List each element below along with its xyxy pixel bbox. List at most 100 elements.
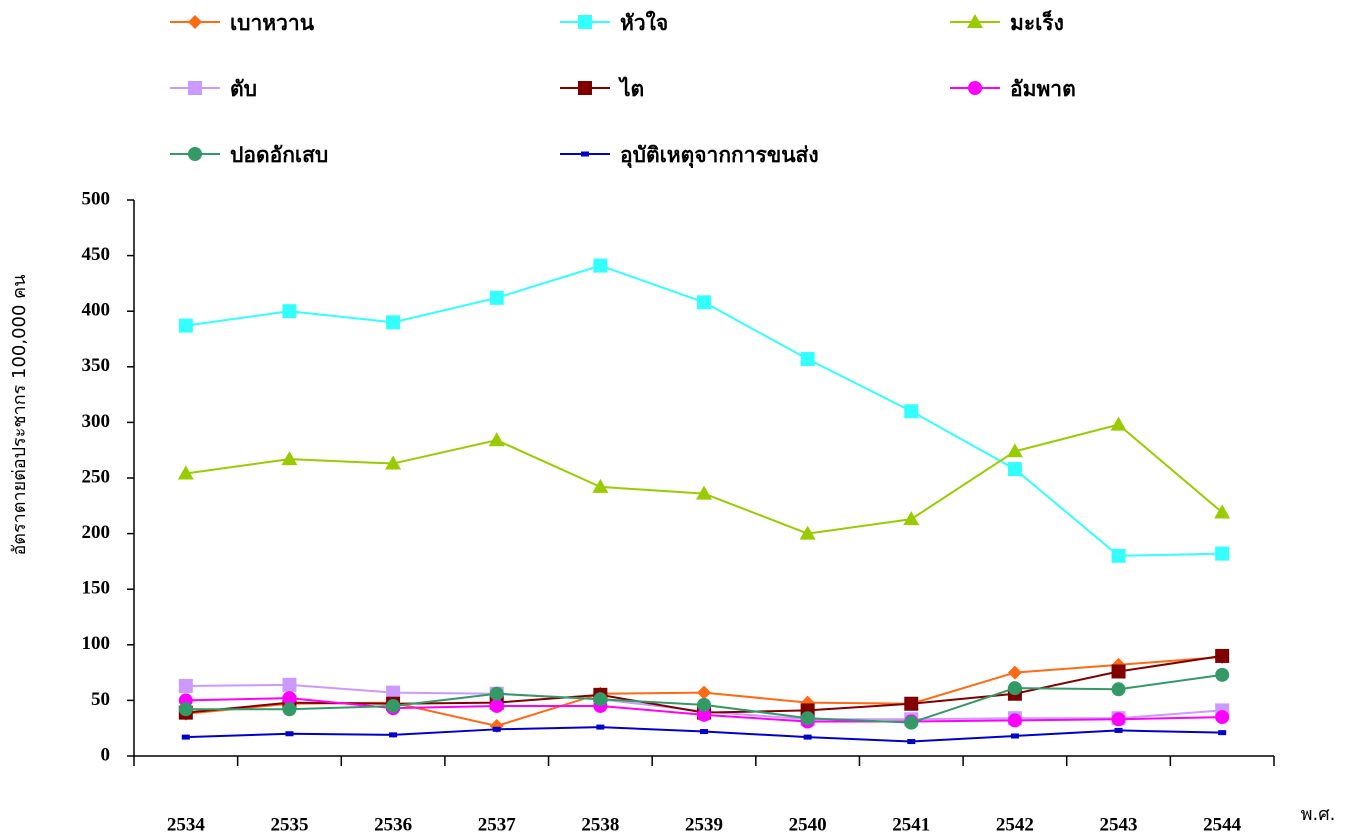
point <box>593 692 608 707</box>
point <box>281 451 298 466</box>
point <box>386 315 401 330</box>
point <box>1111 664 1126 679</box>
point <box>1007 713 1022 728</box>
point <box>178 702 193 717</box>
point <box>282 677 297 692</box>
y-tick-label: 200 <box>82 522 111 543</box>
point <box>904 715 919 730</box>
x-tick-label: 2537 <box>478 814 517 833</box>
legend-marker <box>578 15 592 29</box>
point <box>697 295 711 310</box>
point <box>1215 546 1230 561</box>
point <box>389 732 398 738</box>
x-tick-label: 2535 <box>270 814 308 833</box>
point <box>1111 682 1126 697</box>
point <box>1215 667 1230 682</box>
legend-marker <box>188 147 202 161</box>
point <box>904 696 919 711</box>
point <box>1114 727 1123 733</box>
y-axis-label: อัตราตายต่อประชากร 100,000 คน <box>9 275 30 556</box>
point <box>385 455 402 470</box>
y-tick-label: 100 <box>82 633 111 654</box>
point <box>282 304 297 319</box>
legend-marker <box>968 81 982 95</box>
x-tick-label: 2540 <box>789 814 827 833</box>
point <box>697 697 711 712</box>
point <box>800 711 815 726</box>
legend-label: มะเร็ง <box>1010 9 1064 35</box>
legend-marker <box>188 15 202 29</box>
x-tick-label: 2538 <box>581 814 619 833</box>
point <box>1007 665 1022 680</box>
legend-marker <box>188 81 202 95</box>
point <box>1214 504 1231 519</box>
y-tick-label: 250 <box>82 466 111 487</box>
point <box>592 478 609 493</box>
point <box>282 702 297 717</box>
point <box>1215 710 1230 725</box>
y-tick-label: 50 <box>91 689 110 710</box>
point <box>700 729 708 735</box>
y-tick-label: 500 <box>82 188 111 209</box>
y-tick-label: 0 <box>101 744 111 765</box>
x-tick-label: 2541 <box>892 814 930 833</box>
point <box>178 318 193 333</box>
x-tick-label: 2544 <box>1203 814 1242 833</box>
point <box>489 290 504 305</box>
point <box>697 707 711 722</box>
point <box>1215 648 1230 663</box>
point <box>903 511 920 526</box>
point <box>1007 681 1022 696</box>
point <box>697 685 711 700</box>
point <box>489 698 504 713</box>
point <box>593 258 608 273</box>
legend-marker <box>967 14 983 28</box>
point <box>1110 416 1127 431</box>
x-tick-label: 2539 <box>685 814 723 833</box>
point <box>181 734 190 740</box>
legend-label: ปอดอักเสบ <box>230 143 328 167</box>
point <box>803 734 812 740</box>
point <box>800 352 815 367</box>
legend-marker <box>581 151 589 157</box>
point <box>907 739 916 745</box>
x-tick-label: 2543 <box>1100 814 1138 833</box>
y-tick-label: 450 <box>82 244 111 265</box>
x-axis-label: พ.ศ. <box>1301 804 1336 825</box>
point <box>386 698 401 713</box>
legend-label: ไต <box>618 76 644 101</box>
point <box>386 685 401 700</box>
point <box>799 525 816 540</box>
point <box>177 465 194 480</box>
x-tick-label: 2536 <box>374 814 412 833</box>
point <box>1007 462 1022 477</box>
point <box>1218 730 1227 736</box>
legend-label: หัวใจ <box>620 10 668 35</box>
point <box>492 726 501 732</box>
legend-marker <box>578 81 592 95</box>
y-tick-label: 350 <box>82 355 111 376</box>
point <box>1111 712 1126 727</box>
point <box>1010 733 1019 739</box>
point <box>1006 443 1023 458</box>
series-line <box>185 423 1223 535</box>
legend-label: อุบัติเหตุจากการขนส่ง <box>620 143 819 169</box>
point <box>904 404 919 419</box>
point <box>696 485 712 500</box>
x-tick-label: 2542 <box>996 814 1034 833</box>
point <box>282 691 297 706</box>
legend-label: เบาหวาน <box>230 11 315 35</box>
point <box>488 432 505 447</box>
point <box>596 724 605 730</box>
point <box>285 731 294 737</box>
point <box>178 678 193 693</box>
point <box>489 686 504 701</box>
y-tick-label: 400 <box>82 300 111 321</box>
point <box>1111 548 1126 563</box>
x-tick-label: 2534 <box>167 814 206 833</box>
y-tick-label: 150 <box>82 578 111 599</box>
legend-label: อัมพาต <box>1010 77 1076 101</box>
legend-label: ตับ <box>230 77 257 101</box>
y-tick-label: 300 <box>82 411 111 432</box>
